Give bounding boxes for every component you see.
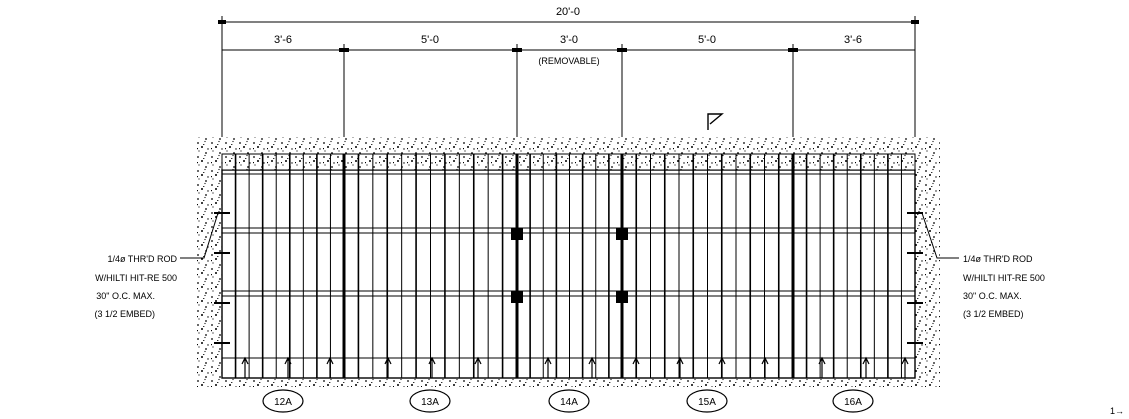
anchor-arrow-icon [588, 356, 596, 378]
side-rod-stubs [214, 212, 923, 344]
anchor-arrow-icon [818, 356, 826, 378]
right-callout-line-2: W/HILTI HIT-RE 500 [963, 273, 1045, 283]
panel-tag-12a: 12A [262, 389, 304, 413]
left-callout-line-3: 30" O.C. MAX. [96, 291, 155, 301]
panel-tags: 12A 13A 14A 15A 16A [262, 389, 874, 413]
anchor-arrow-icon [428, 356, 436, 378]
horizontal-rails [222, 173, 915, 359]
anchor-arrow-icon [862, 356, 870, 378]
right-callout-line-4: (3 1/2 EMBED) [963, 309, 1024, 319]
right-callout-line-1: 1/4ø THR'D ROD [963, 254, 1033, 264]
callout-leaders [180, 212, 959, 259]
anchor-arrow-icon [632, 356, 640, 378]
top-band [221, 153, 916, 171]
panel-tag-16a: 16A [832, 389, 874, 413]
dimension-lines [221, 16, 916, 160]
panel-tag-15a: 15A [686, 389, 728, 413]
right-anchor-callout: 1/4ø THR'D ROD W/HILTI HIT-RE 500 30" O.… [963, 254, 1045, 319]
base-anchor-arrows [241, 356, 909, 378]
anchor-arrow-icon [761, 356, 769, 378]
anchor-arrow-icon [384, 356, 392, 378]
dimension-ticks [218, 20, 919, 52]
removable-note: (REMOVABLE) [538, 56, 599, 66]
panel-tag-label: 13A [421, 397, 439, 408]
left-anchor-callout: 1/4ø THR'D ROD W/HILTI HIT-RE 500 30" O.… [94, 254, 177, 319]
dimension-segment-2: 5'-0 [421, 34, 439, 46]
panel-tag-label: 12A [274, 397, 292, 408]
panel-tag-label: 16A [844, 397, 862, 408]
corner-mark: 1→ [1110, 406, 1124, 416]
anchor-arrow-icon [544, 356, 552, 378]
dimension-segment-4: 5'-0 [698, 34, 716, 46]
panel-joints [342, 154, 795, 378]
wall-panel-face [221, 169, 916, 379]
panel-tag-label: 15A [698, 397, 716, 408]
section-flag-icon [707, 113, 724, 130]
anchor-arrow-icon [676, 356, 684, 378]
left-callout-line-1: 1/4ø THR'D ROD [107, 254, 177, 264]
dimension-segment-5: 3'-6 [844, 34, 862, 46]
removable-panel-clips [511, 228, 628, 303]
dimension-segment-3: 3'-0 [560, 34, 578, 46]
anchor-arrow-icon [474, 356, 482, 378]
panel-tag-14a: 14A [548, 389, 590, 413]
anchor-arrow-icon [718, 356, 726, 378]
anchor-arrow-icon [284, 356, 292, 378]
left-callout-line-4: (3 1/2 EMBED) [94, 309, 155, 319]
anchor-arrow-icon [326, 356, 334, 378]
anchor-arrow-icon [241, 356, 249, 378]
right-callout-line-3: 30" O.C. MAX. [963, 291, 1022, 301]
vertical-bars [234, 154, 902, 378]
panel-tag-13a: 13A [409, 389, 451, 413]
anchor-arrow-icon [901, 356, 909, 378]
overall-dimension-label: 20'-0 [556, 6, 580, 18]
left-callout-line-2: W/HILTI HIT-RE 500 [95, 273, 177, 283]
dimension-segment-1: 3'-6 [274, 34, 292, 46]
panel-tag-label: 14A [560, 397, 578, 408]
